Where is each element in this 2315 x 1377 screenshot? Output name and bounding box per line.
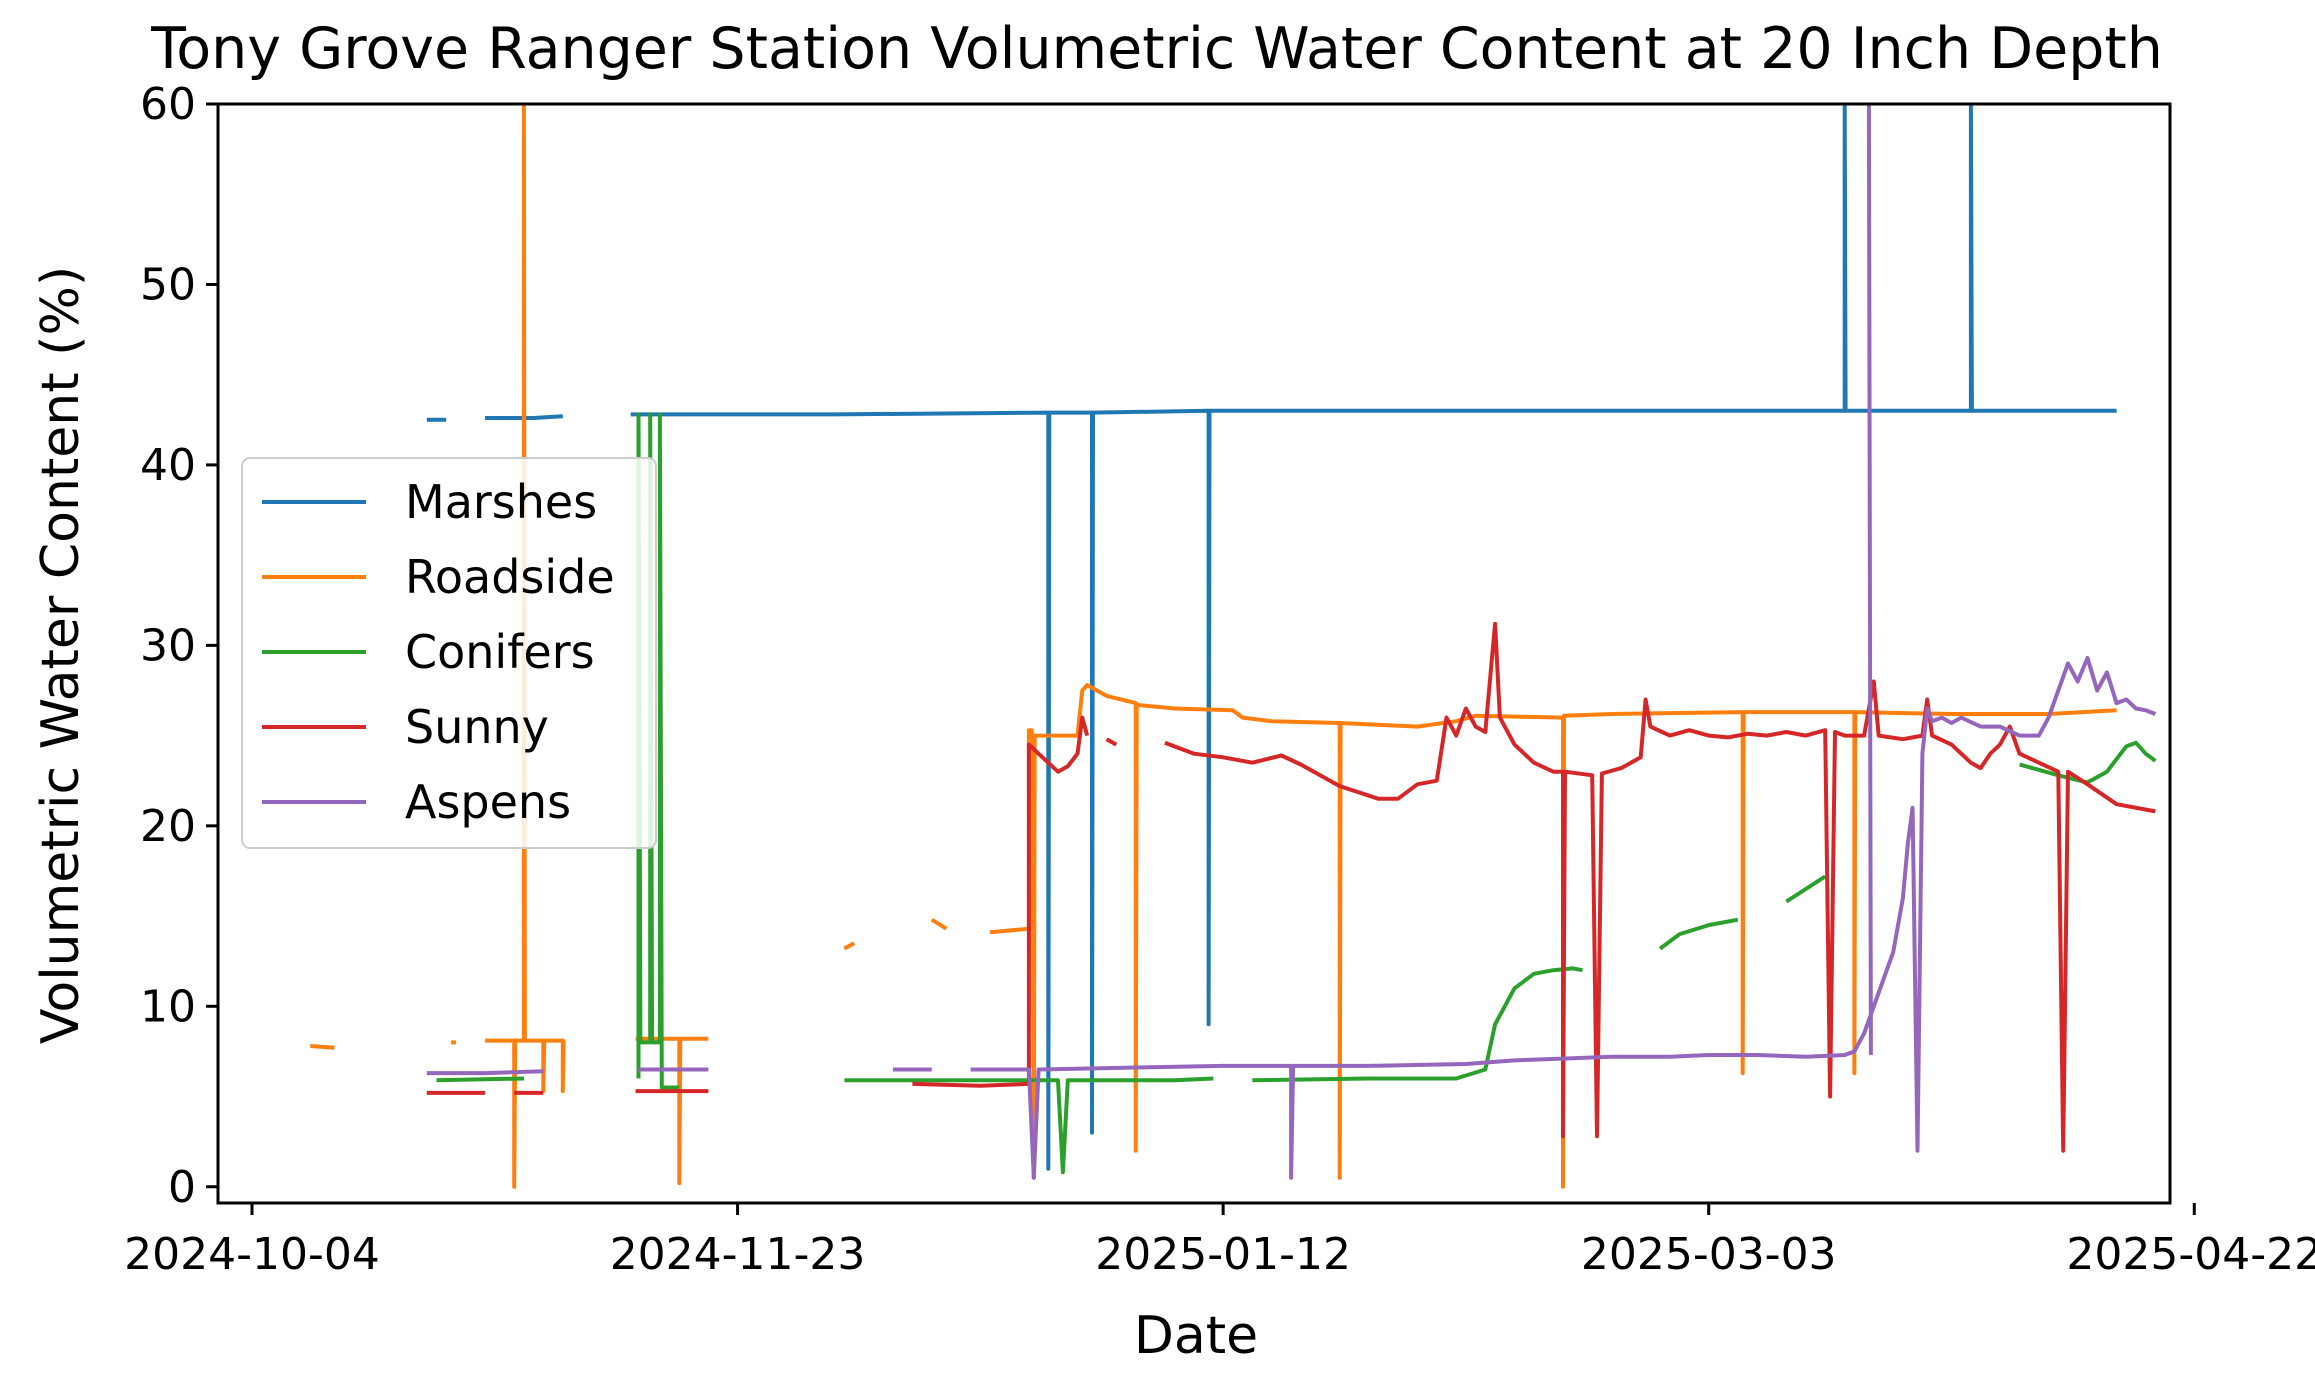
y-axis-label: Volumetric Water Content (%): [31, 266, 91, 1044]
x-tick-label: 2024-11-23: [610, 1229, 866, 1280]
y-tick-label: 0: [168, 1162, 196, 1213]
x-axis-label: Date: [1134, 1306, 1258, 1366]
series-line-aspens: [426, 104, 2157, 1180]
series-line-roadside: [310, 104, 2117, 1189]
x-tick-label: 2025-01-12: [1095, 1229, 1351, 1280]
x-axis: 2024-10-04 2024-11-23 2025-01-12 2025-03-03…: [124, 1203, 2315, 1280]
legend-label-marshes: Marshes: [405, 475, 597, 529]
plot-frame: [216, 102, 2172, 1205]
legend-label-roadside: Roadside: [405, 550, 615, 604]
chart-title: Tony Grove Ranger Station Volumetric Wat…: [150, 16, 2163, 82]
series-line-marshes: [426, 104, 2117, 1171]
series-line-conifers: [436, 412, 2157, 1175]
legend-label-aspens: Aspens: [405, 775, 571, 829]
legend-label-sunny: Sunny: [405, 700, 549, 754]
legend: Marshes Roadside Conifers Sunny Aspens: [241, 457, 657, 849]
x-tick-label: 2024-10-04: [124, 1229, 380, 1280]
y-tick-label: 30: [140, 620, 196, 671]
y-axis: 0 10 20 30 40 50 60: [140, 79, 218, 1213]
legend-label-conifers: Conifers: [405, 625, 595, 679]
legend-box: [241, 457, 657, 849]
series-line-sunny: [426, 621, 2156, 1153]
y-tick-label: 40: [140, 440, 196, 491]
plot-area: [216, 102, 2172, 1205]
y-tick-label: 50: [140, 259, 196, 310]
y-tick-label: 60: [140, 79, 196, 130]
y-tick-label: 20: [140, 801, 196, 852]
x-tick-label: 2025-03-03: [1581, 1229, 1837, 1280]
y-tick-label: 10: [140, 981, 196, 1032]
x-tick-label: 2025-04-22: [2066, 1229, 2315, 1280]
